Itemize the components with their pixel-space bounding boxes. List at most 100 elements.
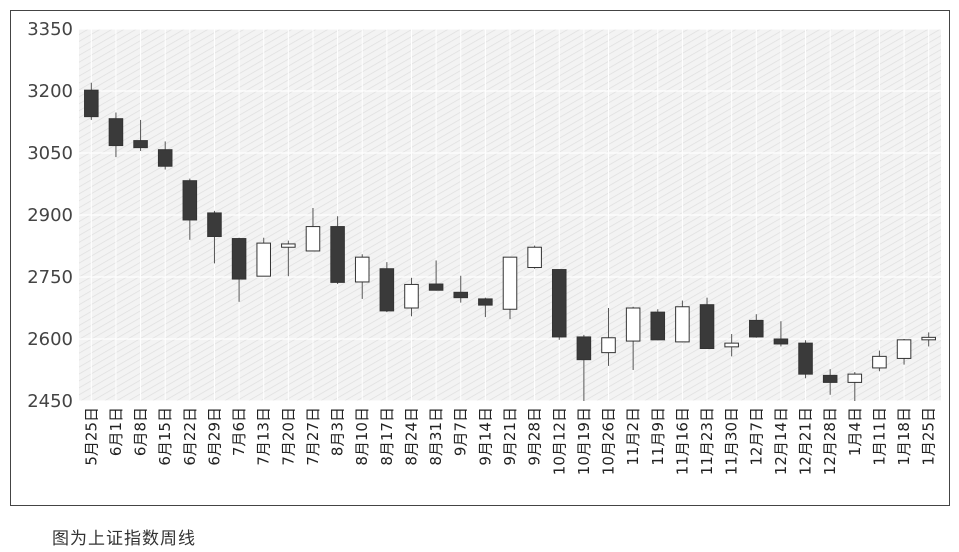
candle-body — [675, 306, 690, 343]
candle-body — [305, 226, 321, 252]
candle-body — [84, 89, 99, 118]
candle-body — [428, 283, 444, 291]
candle-body — [699, 304, 715, 350]
candle-body — [502, 256, 518, 310]
x-tick-label: 1月25日 — [920, 407, 938, 466]
x-tick-label: 7月6日 — [230, 407, 248, 456]
x-tick-label: 11月16日 — [673, 407, 691, 475]
x-tick-label: 11月23日 — [698, 407, 716, 475]
candle — [625, 306, 641, 370]
candle-body — [773, 338, 789, 345]
y-tick-label: 3200 — [27, 81, 73, 102]
y-tick-label: 2750 — [27, 267, 73, 288]
candle-body — [182, 180, 198, 221]
x-tick-label: 6月15日 — [156, 407, 174, 466]
candle-body — [330, 226, 345, 283]
x-tick-label: 11月30日 — [723, 407, 741, 475]
x-tick-label: 8月17日 — [378, 407, 396, 466]
candle-body — [133, 140, 148, 149]
candle-body — [379, 268, 395, 312]
candle-body — [281, 243, 296, 248]
x-tick-label: 6月8日 — [132, 407, 150, 456]
candle-body — [453, 291, 469, 299]
x-tick-label: 1月4日 — [846, 407, 864, 456]
y-tick-label: 3350 — [27, 19, 73, 40]
x-tick-label: 10月26日 — [600, 407, 618, 475]
candle-body — [724, 342, 739, 348]
candle — [551, 269, 567, 340]
x-tick-label: 11月9日 — [649, 407, 667, 466]
candles-layer — [84, 82, 936, 401]
candle — [675, 300, 690, 343]
x-tick-label: 6月22日 — [181, 407, 199, 466]
candle — [133, 119, 148, 151]
candle — [157, 141, 173, 170]
candle — [281, 240, 296, 277]
candle-body — [896, 339, 912, 359]
candle-body — [601, 337, 616, 354]
candle-body — [921, 336, 936, 341]
candle-body — [576, 336, 592, 361]
candle-body — [650, 311, 666, 341]
x-tick-label: 9月21日 — [501, 407, 519, 466]
candle — [822, 369, 838, 395]
candle — [379, 262, 395, 313]
x-tick-label: 8月31日 — [427, 407, 445, 466]
candle — [699, 297, 715, 350]
x-axis-ticks: 5月25日 6月1日 6月8日 6月15日 6月22日 6月29日 7月6日 7月13日 7月2… — [82, 407, 937, 475]
candle-body — [749, 319, 764, 338]
candle — [749, 314, 764, 338]
candle — [231, 237, 247, 302]
candle — [773, 321, 789, 347]
candle — [404, 277, 419, 317]
x-tick-label: 12月7日 — [747, 407, 765, 466]
candlestick-chart: 2450 2600 2750 2900 3050 3200 3350 5月25日 6月1日 6月… — [27, 19, 941, 475]
candle-body — [822, 374, 838, 383]
candle-body — [231, 238, 247, 280]
x-tick-label: 9月7日 — [452, 407, 470, 456]
y-tick-label: 2900 — [27, 205, 73, 226]
x-tick-label: 12月14日 — [772, 407, 790, 475]
candle — [724, 334, 739, 357]
candle-body — [404, 283, 419, 309]
x-tick-label: 7月20日 — [279, 407, 297, 466]
x-tick-label: 1月18日 — [895, 407, 913, 466]
y-tick-label: 2600 — [27, 329, 73, 350]
y-tick-label: 2450 — [27, 391, 73, 412]
x-tick-label: 12月28日 — [821, 407, 839, 475]
candle — [478, 297, 493, 318]
x-tick-label: 7月27日 — [304, 407, 322, 466]
y-tick-label: 3050 — [27, 143, 73, 164]
x-tick-label: 8月3日 — [329, 407, 347, 456]
x-tick-label: 6月29日 — [205, 407, 223, 466]
chart-frame: 2450 2600 2750 2900 3050 3200 3350 5月25日 6月1日 6月… — [10, 10, 950, 506]
candle-body — [207, 212, 222, 237]
candle — [502, 256, 518, 320]
candle-body — [256, 242, 271, 277]
candle-body — [798, 342, 813, 375]
candle — [847, 372, 863, 401]
candle — [527, 245, 542, 269]
candle — [872, 350, 887, 372]
candle — [576, 334, 592, 401]
candle-body — [157, 149, 173, 167]
candle-body — [108, 118, 124, 147]
candle — [601, 308, 616, 366]
candle-body — [354, 256, 370, 283]
x-tick-label: 9月28日 — [526, 407, 544, 466]
x-tick-label: 11月2日 — [624, 407, 642, 466]
candle-body — [527, 246, 542, 268]
candle — [428, 260, 444, 291]
x-tick-label: 8月10日 — [353, 407, 371, 466]
candle — [354, 254, 370, 299]
x-tick-label: 12月21日 — [797, 407, 815, 475]
x-tick-label: 10月12日 — [550, 407, 568, 475]
candle — [305, 207, 321, 252]
candle-body — [478, 298, 493, 306]
x-tick-label: 9月14日 — [476, 407, 494, 466]
candle — [84, 82, 99, 120]
candle — [453, 275, 469, 303]
y-axis-ticks: 2450 2600 2750 2900 3050 3200 3350 — [27, 19, 73, 412]
x-tick-label: 8月24日 — [402, 407, 420, 466]
candle-body — [625, 307, 641, 342]
